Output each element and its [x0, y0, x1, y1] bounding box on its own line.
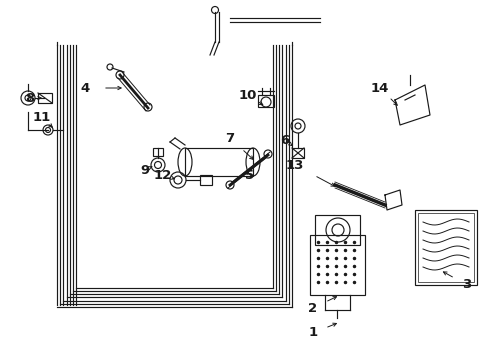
- Text: 3: 3: [462, 279, 470, 292]
- Text: 9: 9: [140, 163, 149, 176]
- Text: 5: 5: [245, 168, 254, 181]
- Text: 8: 8: [25, 91, 35, 104]
- Bar: [200, 175, 212, 185]
- Text: 4: 4: [80, 81, 89, 95]
- Bar: [314, 215, 359, 245]
- Bar: [291, 148, 304, 158]
- Text: 1: 1: [308, 327, 317, 339]
- Bar: [414, 210, 476, 285]
- Text: 6: 6: [280, 134, 289, 147]
- Bar: [258, 95, 273, 107]
- Text: 10: 10: [238, 89, 257, 102]
- Bar: [184, 148, 252, 176]
- Bar: [153, 148, 163, 156]
- Text: 12: 12: [154, 168, 172, 181]
- Text: 2: 2: [308, 302, 317, 315]
- Text: 7: 7: [225, 131, 234, 144]
- Text: 11: 11: [33, 111, 51, 123]
- Bar: [38, 93, 52, 103]
- Bar: [309, 235, 364, 295]
- Text: 14: 14: [370, 81, 388, 95]
- Bar: [417, 213, 473, 282]
- Text: 13: 13: [285, 158, 304, 171]
